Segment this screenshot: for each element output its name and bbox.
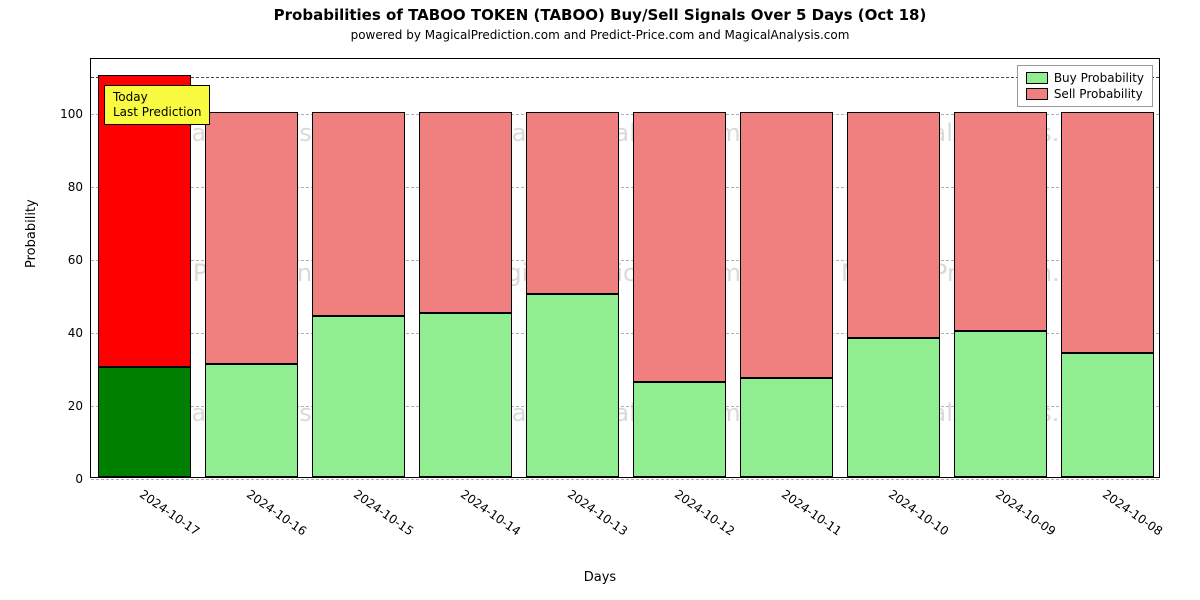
chart-subtitle: powered by MagicalPrediction.com and Pre… xyxy=(0,28,1200,42)
bar-sell xyxy=(526,112,619,295)
bar-buy xyxy=(1061,353,1154,477)
xtick-label: 2024-10-11 xyxy=(778,487,843,538)
ytick-label: 80 xyxy=(68,180,91,194)
ytick-label: 20 xyxy=(68,399,91,413)
bar-slot: 2024-10-16 xyxy=(205,57,298,477)
legend-swatch-buy xyxy=(1026,72,1048,84)
bar-buy xyxy=(740,378,833,477)
chart-title: Probabilities of TABOO TOKEN (TABOO) Buy… xyxy=(0,6,1200,24)
ytick-label: 60 xyxy=(68,253,91,267)
bar-slot: 2024-10-08 xyxy=(1061,57,1154,477)
bar-buy xyxy=(526,294,619,477)
legend: Buy Probability Sell Probability xyxy=(1017,65,1153,107)
bar-sell xyxy=(312,112,405,317)
legend-label-sell: Sell Probability xyxy=(1054,87,1143,101)
xtick-label: 2024-10-16 xyxy=(243,487,308,538)
bar-buy xyxy=(847,338,940,477)
legend-row-buy: Buy Probability xyxy=(1026,70,1144,86)
bar-sell xyxy=(954,112,1047,331)
today-callout: TodayLast Prediction xyxy=(104,85,210,125)
bar-sell xyxy=(419,112,512,313)
bar-buy xyxy=(954,331,1047,477)
bar-slot: 2024-10-14 xyxy=(419,57,512,477)
bar-slot: 2024-10-15 xyxy=(312,57,405,477)
xtick-label: 2024-10-14 xyxy=(457,487,522,538)
bar-sell xyxy=(633,112,726,382)
chart-container: Probabilities of TABOO TOKEN (TABOO) Buy… xyxy=(0,0,1200,600)
ytick-label: 0 xyxy=(75,472,91,486)
x-axis-label: Days xyxy=(0,570,1200,585)
legend-label-buy: Buy Probability xyxy=(1054,71,1144,85)
bar-sell xyxy=(740,112,833,379)
xtick-label: 2024-10-10 xyxy=(885,487,950,538)
xtick-label: 2024-10-09 xyxy=(992,487,1057,538)
ytick-label: 40 xyxy=(68,326,91,340)
bar-slot: 2024-10-12 xyxy=(633,57,726,477)
xtick-label: 2024-10-08 xyxy=(1099,487,1164,538)
plot-area: MagicalAnalysis.com MagicalAnalysis.com … xyxy=(90,58,1160,478)
xtick-label: 2024-10-12 xyxy=(671,487,736,538)
bar-slot: 2024-10-13 xyxy=(526,57,619,477)
bar-slot: 2024-10-11 xyxy=(740,57,833,477)
bar-slot: 2024-10-09 xyxy=(954,57,1047,477)
legend-row-sell: Sell Probability xyxy=(1026,86,1144,102)
bar-sell xyxy=(1061,112,1154,353)
gridline xyxy=(91,479,1159,480)
bar-buy xyxy=(419,313,512,477)
bar-buy xyxy=(205,364,298,477)
callout-line: Last Prediction xyxy=(113,105,201,120)
bar-sell xyxy=(205,112,298,364)
xtick-label: 2024-10-13 xyxy=(564,487,629,538)
bar-buy xyxy=(98,367,191,477)
ytick-label: 100 xyxy=(60,107,91,121)
xtick-label: 2024-10-15 xyxy=(350,487,415,538)
bar-sell xyxy=(847,112,940,338)
xtick-label: 2024-10-17 xyxy=(136,487,201,538)
bar-slot: 2024-10-10 xyxy=(847,57,940,477)
bar-buy xyxy=(312,316,405,477)
callout-line: Today xyxy=(113,90,201,105)
legend-swatch-sell xyxy=(1026,88,1048,100)
bar-buy xyxy=(633,382,726,477)
y-axis-label: Probability xyxy=(24,199,39,268)
